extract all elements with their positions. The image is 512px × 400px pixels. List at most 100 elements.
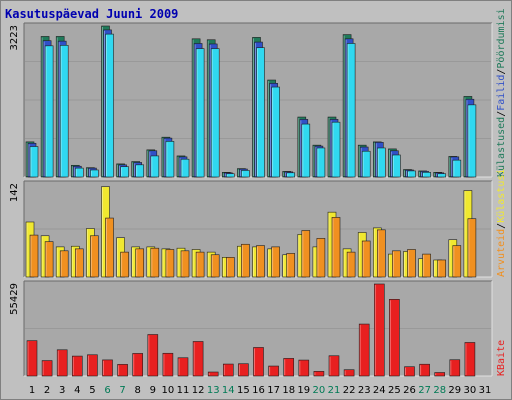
bar-pages [422,172,431,178]
bar-hosts [286,253,296,278]
bar-pages [90,169,99,178]
bar-hosts [241,243,250,278]
x-axis-day-label: 27 [418,385,431,396]
x-axis-day-label: 16 [252,385,265,396]
bar-pages [467,104,477,178]
x-axis-day-label: 28 [433,385,446,396]
bar-hosts [105,217,114,278]
bar-hosts [361,240,371,278]
bar-kbytes [404,366,415,377]
x-axis-day-label: 15 [237,385,250,396]
x-axis-day-label: 11 [177,385,190,396]
x-axis-day-label: 7 [119,385,125,396]
x-axis-day-label: 12 [192,385,205,396]
bar-kbytes [343,369,355,377]
bar-pages [210,48,220,178]
bar-hosts [195,251,205,278]
x-axis-day-label: 21 [328,385,341,396]
bar-pages [346,43,356,178]
right-legend: Arvuteid/Külastusi [496,169,507,277]
bar-pages [452,159,462,178]
bar-hosts [59,250,69,278]
x-axis-day-label: 25 [388,385,401,396]
bar-hosts [256,245,265,278]
bar-hosts [422,253,431,278]
bar-kbytes [389,299,400,377]
x-axis-day-label: 9 [150,385,156,396]
bar-pages [361,150,371,178]
bar-pages [120,166,129,178]
bar-pages [407,170,416,178]
bar-pages [331,121,341,178]
x-axis-day-label: 29 [448,385,461,396]
x-axis-day-label: 3 [59,385,65,396]
chart-title: Kasutuspäevad Juuni 2009 [5,7,179,21]
bar-hosts [452,245,462,278]
bar-kbytes [238,363,249,377]
legend-entry: / [496,111,507,117]
x-axis-day-label: 20 [313,385,326,396]
y-axis-max-label: 142 [9,183,20,202]
bar-kbytes [328,355,340,377]
bar-kbytes [434,372,446,377]
legend-entry: Arvuteid [496,229,507,277]
y-axis-max-label: 55429 [9,283,20,315]
bar-hosts [376,229,386,278]
y-axis-max-label: 3223 [9,25,20,50]
right-legend: Külastused/Failid/Pöördumisi [496,8,507,177]
legend-entry: KBaite [496,340,507,376]
legend-entry: / [496,223,507,229]
bar-kbytes [177,357,189,377]
bar-kbytes [283,358,295,377]
bar-hosts [120,251,129,278]
x-axis-day-label: 10 [162,385,175,396]
bar-pages [437,173,447,178]
bar-kbytes [419,363,430,377]
bar-hosts [407,249,416,278]
bar-kbytes [162,352,174,377]
bar-pages [150,155,160,178]
bar-hosts [90,235,99,278]
bar-pages [135,164,144,178]
legend-entry: Külastused [496,117,507,177]
x-axis-day-label: 30 [464,385,477,396]
bar-pages [376,147,386,178]
bar-kbytes [117,364,128,377]
legend-entry: Pöördumisi [496,8,507,68]
bar-kbytes [26,340,38,377]
bar-hosts [437,259,447,278]
x-axis-day-label: 6 [104,385,110,396]
x-axis-day-label: 2 [44,385,50,396]
x-axis-day-label: 23 [358,385,371,396]
bar-kbytes [87,354,98,377]
bar-pages [195,48,205,178]
bar-kbytes [72,355,83,377]
bar-pages [392,154,401,178]
legend-entry: / [496,69,507,75]
legend-entry: Külastusi [496,169,507,223]
x-axis-day-label: 1 [29,385,35,396]
bar-kbytes [41,360,53,377]
bar-pages [286,172,296,178]
bar-kbytes [56,349,68,377]
bar-pages [241,170,250,178]
bar-hosts [150,247,160,278]
bar-hosts [226,257,235,278]
x-axis-day-label: 8 [135,385,141,396]
bar-kbytes [207,371,219,377]
bar-hosts [75,248,84,278]
bar-kbytes [147,334,159,377]
bar-pages [59,45,69,178]
x-axis-day-label: 18 [282,385,295,396]
bar-pages [316,147,326,178]
bar-kbytes [313,371,325,377]
bar-hosts [392,250,401,278]
x-axis-day-label: 17 [267,385,280,396]
bar-kbytes [253,347,264,377]
x-axis-day-label: 31 [479,385,492,396]
bar-kbytes [464,342,476,377]
x-axis-day-label: 13 [207,385,220,396]
bar-pages [44,45,54,178]
bar-hosts [271,246,280,278]
bar-hosts [346,251,356,278]
